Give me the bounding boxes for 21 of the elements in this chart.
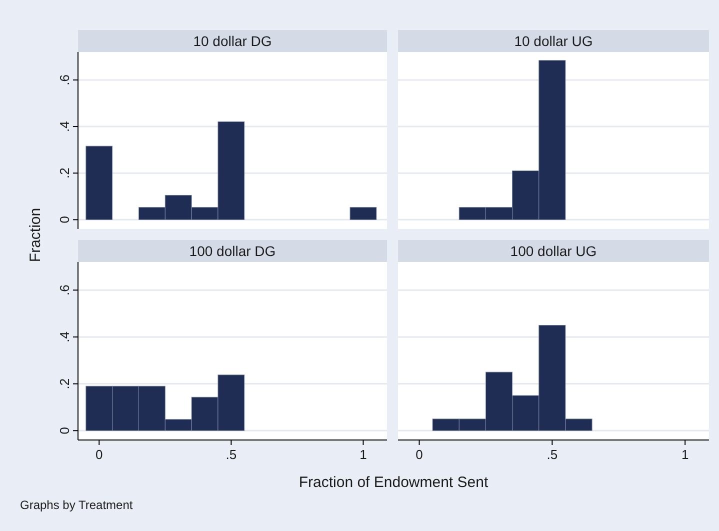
y-axis-title: Fraction <box>27 208 44 262</box>
y-tick-label: .2 <box>57 378 72 390</box>
x-axis-title: Fraction of Endowment Sent <box>298 474 489 491</box>
chart-title: 10 dollar UG <box>514 33 593 49</box>
x-tick-label: 1 <box>360 447 367 462</box>
x-tick-label: .5 <box>546 447 558 462</box>
x-tick-label: 1 <box>681 447 689 462</box>
chart-title: 100 dollar UG <box>510 243 597 259</box>
chart-title: 10 dollar DG <box>193 33 272 49</box>
x-tick-label: .5 <box>226 447 237 462</box>
y-tick-label: 0 <box>57 216 72 224</box>
y-tick-label: .4 <box>57 332 72 342</box>
y-tick-label: .6 <box>57 284 72 296</box>
chart-title: 100 dollar DG <box>189 243 276 259</box>
text: Graphs by Treatment <box>20 498 134 512</box>
y-tick-label: .4 <box>57 121 72 132</box>
y-tick-label: 0 <box>57 427 72 434</box>
x-tick-label: 0 <box>96 447 103 462</box>
y-tick-label: .6 <box>57 74 72 86</box>
y-tick-label: .2 <box>57 168 72 179</box>
x-tick-label: 0 <box>416 447 423 462</box>
